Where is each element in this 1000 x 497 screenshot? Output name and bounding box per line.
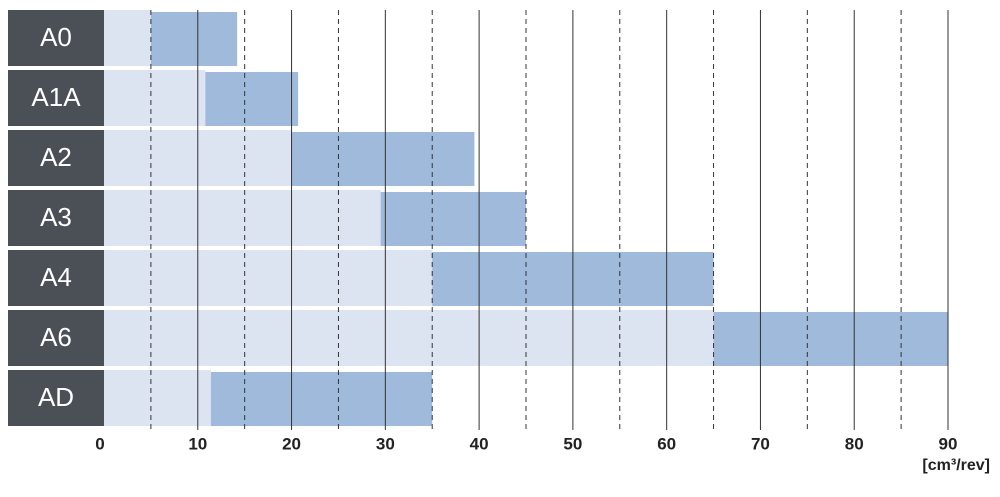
range-bar [713, 312, 948, 366]
base-bar [104, 370, 211, 426]
row-label: A1A [31, 82, 81, 112]
row-label: A6 [40, 322, 72, 352]
x-tick-label: 20 [282, 434, 301, 453]
row-label: A2 [40, 142, 72, 172]
row-label: A0 [40, 22, 72, 52]
row-label-box [8, 70, 104, 126]
base-bar [104, 190, 381, 246]
x-tick-label: 60 [657, 434, 676, 453]
range-bar [150, 12, 238, 66]
base-bar [104, 70, 206, 126]
range-bar [291, 132, 475, 186]
row-label-box [8, 190, 104, 246]
x-axis-label: [cm³/rev] [922, 457, 990, 474]
x-tick-label: 40 [470, 434, 489, 453]
row-label-box [8, 130, 104, 186]
row-label-box [8, 370, 104, 426]
range-bar [210, 372, 433, 426]
range-bar [205, 72, 299, 126]
x-tick-label: 0 [95, 434, 104, 453]
x-tick-label: 10 [188, 434, 207, 453]
x-tick-label: 90 [939, 434, 958, 453]
x-tick-label: 30 [376, 434, 395, 453]
row-label-box [8, 250, 104, 306]
x-tick-label: 70 [751, 434, 770, 453]
base-bar [104, 250, 433, 306]
row-label: A3 [40, 202, 72, 232]
base-bar [104, 310, 714, 366]
row-label-box [8, 10, 104, 66]
row-label-box [8, 310, 104, 366]
row-label: A4 [40, 262, 72, 292]
x-tick-label: 80 [845, 434, 864, 453]
row-label: AD [38, 382, 74, 412]
base-bar [104, 10, 151, 66]
x-tick-label: 50 [563, 434, 582, 453]
range-bar [380, 192, 526, 246]
